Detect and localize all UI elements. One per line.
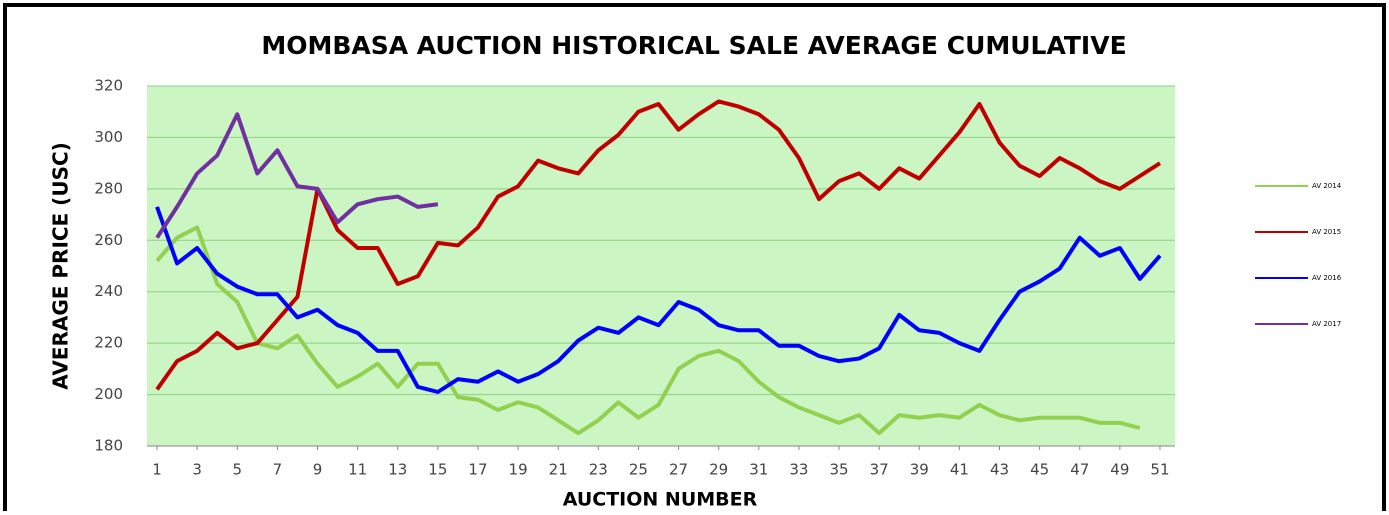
x-tick-label: 39 xyxy=(910,461,929,479)
x-tick-label: 23 xyxy=(589,461,608,479)
x-tick-label: 31 xyxy=(749,461,768,479)
x-tick-label: 49 xyxy=(1110,461,1129,479)
x-tick-label: 51 xyxy=(1150,461,1169,479)
x-tick-label: 45 xyxy=(1030,461,1049,479)
y-tick-label: 240 xyxy=(94,282,123,300)
legend-label: AV 2014 xyxy=(1312,182,1342,190)
y-tick-label: 220 xyxy=(94,334,123,352)
x-tick-label: 19 xyxy=(509,461,528,479)
x-tick-label: 3 xyxy=(192,461,202,479)
legend-label: AV 2016 xyxy=(1312,274,1342,282)
x-tick-label: 13 xyxy=(388,461,407,479)
series-line xyxy=(155,225,1141,436)
x-tick-label: 37 xyxy=(870,461,889,479)
x-tick-label: 35 xyxy=(829,461,848,479)
x-tick-label: 15 xyxy=(428,461,447,479)
x-tick-label: 11 xyxy=(348,461,367,479)
x-axis-label: AUCTION NUMBER xyxy=(563,489,758,511)
y-tick-label: 200 xyxy=(94,385,123,403)
x-tick-label: 1 xyxy=(152,461,162,479)
x-tick-label: 17 xyxy=(468,461,487,479)
x-tick-label: 5 xyxy=(232,461,242,479)
x-tick-label: 41 xyxy=(950,461,969,479)
x-tick-label: 29 xyxy=(709,461,728,479)
y-axis-label: AVERAGE PRICE (USC) xyxy=(49,142,73,390)
y-tick-label: 320 xyxy=(94,77,123,95)
x-tick-label: 47 xyxy=(1070,461,1089,479)
x-tick-label: 21 xyxy=(549,461,568,479)
legend-label: AV 2015 xyxy=(1312,228,1341,236)
y-tick-label: 280 xyxy=(94,179,123,197)
y-tick-label: 300 xyxy=(94,128,123,146)
series-line xyxy=(155,112,439,239)
chart-title: MOMBASA AUCTION HISTORICAL SALE AVERAGE … xyxy=(261,31,1126,60)
x-tick-label: 43 xyxy=(990,461,1009,479)
x-tick-label: 33 xyxy=(789,461,808,479)
y-tick-label: 180 xyxy=(94,437,123,455)
x-tick-label: 9 xyxy=(313,461,323,479)
x-tick-label: 25 xyxy=(629,461,648,479)
x-tick-label: 7 xyxy=(273,461,283,479)
y-tick-label: 260 xyxy=(94,231,123,249)
series-line xyxy=(155,206,1162,394)
legend-label: AV 2017 xyxy=(1312,320,1341,328)
x-tick-label: 27 xyxy=(669,461,688,479)
